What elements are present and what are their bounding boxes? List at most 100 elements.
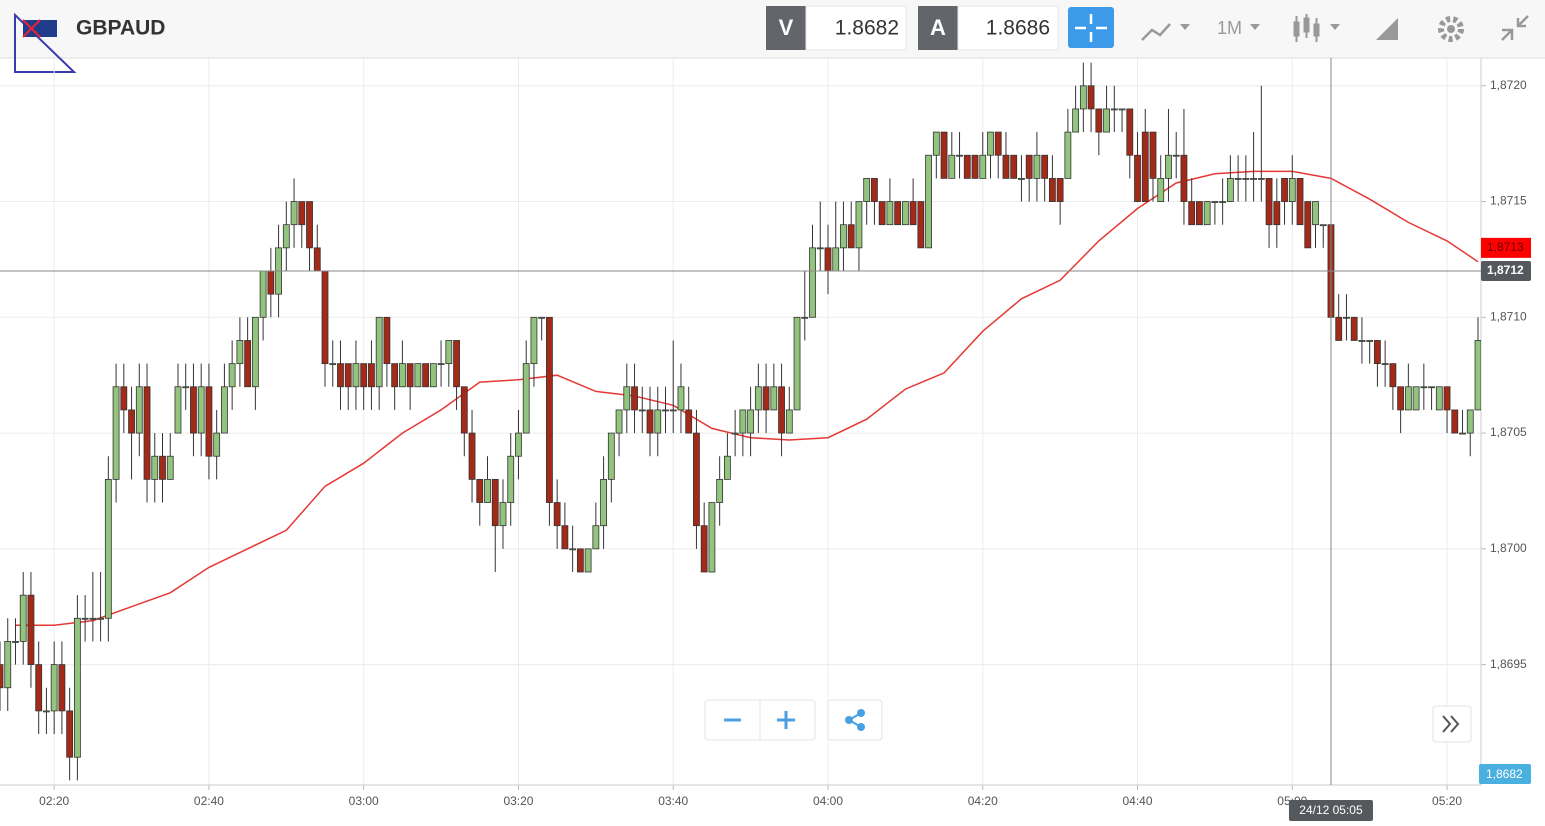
candle-body xyxy=(120,386,128,411)
candle-body xyxy=(135,386,143,434)
candle-body xyxy=(824,247,832,272)
crosshair-y-box xyxy=(1481,261,1531,282)
share-box[interactable] xyxy=(827,699,883,741)
candle-body xyxy=(963,154,971,179)
candle-body xyxy=(1002,154,1010,179)
candle-body xyxy=(654,409,662,434)
settings-icon[interactable] xyxy=(1438,16,1464,42)
candle-body xyxy=(1087,85,1095,110)
zoom-in[interactable] xyxy=(777,711,795,729)
x-tick-label: 03:00 xyxy=(349,794,379,808)
candle-body xyxy=(646,409,654,434)
candle-body xyxy=(708,502,716,573)
candle-body xyxy=(592,525,600,550)
collapse-icon[interactable] xyxy=(1501,15,1529,41)
candle-body xyxy=(638,409,646,412)
crosshair-x-box xyxy=(1288,800,1373,821)
candle-body xyxy=(1242,177,1250,180)
candle-body xyxy=(344,363,352,388)
candle-body xyxy=(1296,177,1304,226)
candle-body xyxy=(159,455,166,480)
candle-body xyxy=(453,340,460,388)
candle-body xyxy=(1304,201,1312,249)
candle-body xyxy=(460,386,468,434)
candle-body xyxy=(1435,386,1443,411)
crosshair-icon xyxy=(1075,14,1107,42)
candle-body xyxy=(778,386,785,434)
drawing-icon[interactable] xyxy=(1376,18,1398,40)
caret xyxy=(1180,24,1190,30)
ask-box[interactable] xyxy=(957,5,1059,51)
candle-body xyxy=(12,641,19,643)
candle-body xyxy=(1018,177,1025,180)
candle-body xyxy=(329,363,337,366)
candle-body xyxy=(1141,131,1149,202)
candle-body xyxy=(89,617,97,620)
candle-body xyxy=(128,409,135,434)
candle-body xyxy=(832,247,840,272)
candle-body xyxy=(731,432,739,435)
candle-body xyxy=(383,316,391,365)
candle-body xyxy=(1343,316,1350,319)
candle-body xyxy=(50,664,58,712)
candle-body xyxy=(236,340,244,365)
candle-body xyxy=(762,386,770,411)
candle-body xyxy=(1010,154,1018,179)
crosshair-button[interactable] xyxy=(1068,7,1114,48)
candle-body xyxy=(956,154,963,157)
x-tick-label: 03:20 xyxy=(503,794,533,808)
toolbar: GBPAUD V 1.8682 A 1.8686 1M xyxy=(0,0,1545,73)
bid-box[interactable] xyxy=(805,5,907,51)
candle-body xyxy=(1048,177,1056,202)
candle-body xyxy=(1250,177,1257,180)
candle-body xyxy=(1474,340,1481,411)
candle-body xyxy=(1273,201,1281,226)
candle-body xyxy=(445,340,453,365)
candle-body xyxy=(863,177,871,202)
candle-body xyxy=(484,478,491,503)
candle-body xyxy=(901,201,909,226)
ask-price: 1.8686 xyxy=(986,17,1050,40)
candle-body xyxy=(971,154,979,179)
candle-body xyxy=(1350,316,1358,341)
zoom-controls xyxy=(704,699,1472,743)
candle-body xyxy=(1443,386,1451,411)
candle-body xyxy=(561,525,569,550)
candle-icon[interactable] xyxy=(1293,14,1320,42)
candle-body xyxy=(932,131,940,156)
candle-body xyxy=(1319,224,1327,227)
candle-body xyxy=(1281,177,1288,202)
chart-type-icon[interactable] xyxy=(1141,23,1171,41)
candle-body xyxy=(1451,409,1459,434)
candle-body xyxy=(476,478,484,503)
candle-body xyxy=(515,432,522,457)
grid: 1,8695 1,8700 1,8705 1,8710 1,8715 1,8720 02:2… xyxy=(0,58,1527,808)
scroll-end-button[interactable] xyxy=(1432,705,1472,743)
candle-body xyxy=(739,409,747,434)
candle-body xyxy=(244,340,252,388)
plot xyxy=(0,62,1481,781)
flag-icon xyxy=(23,20,57,37)
candle-body xyxy=(422,363,430,388)
candle-body xyxy=(909,201,917,226)
candle-body xyxy=(1428,386,1435,389)
x-tick-label: 04:40 xyxy=(1123,794,1153,808)
candle-body xyxy=(530,316,538,365)
x-tick-label: 03:40 xyxy=(658,794,688,808)
bottom-marker-box xyxy=(1479,764,1531,784)
share-dot xyxy=(857,723,865,731)
flag-cross xyxy=(22,19,41,38)
candle-body xyxy=(437,363,445,366)
candle-body xyxy=(429,363,437,388)
candle-body xyxy=(801,316,809,319)
x-tick-label: 02:20 xyxy=(39,794,69,808)
candle-body xyxy=(143,386,151,480)
candle-body xyxy=(948,154,956,179)
last-price-box xyxy=(1481,237,1531,258)
timeframe[interactable]: 1M xyxy=(1217,18,1242,38)
candle-body xyxy=(290,201,298,226)
candle-body xyxy=(723,455,731,480)
candle-body xyxy=(1025,154,1033,179)
candle-body xyxy=(391,363,399,388)
